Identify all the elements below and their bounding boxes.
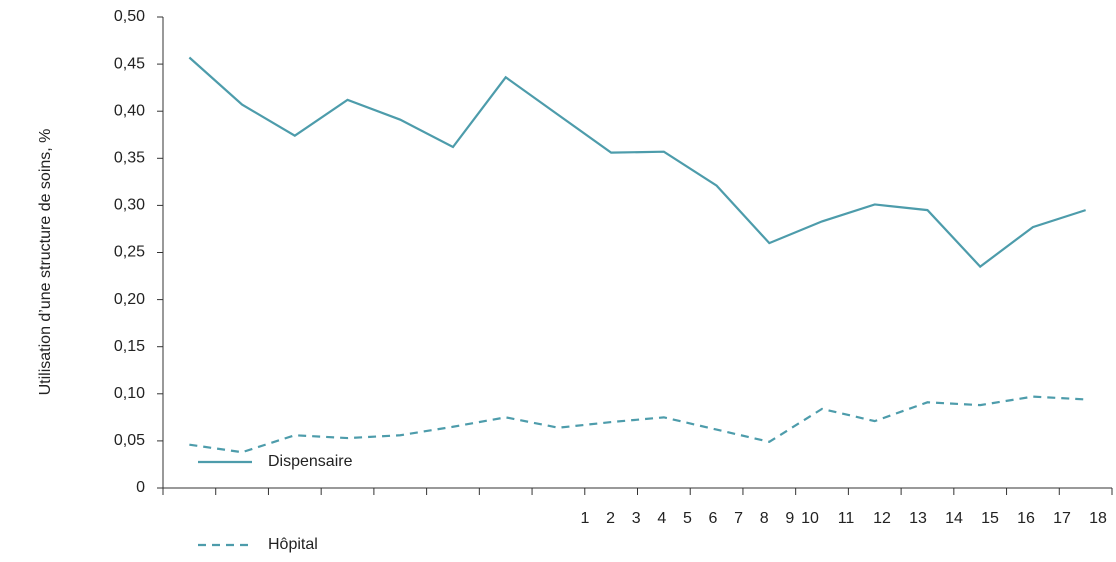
y-tick-label: 0: [136, 479, 145, 496]
x-tick-label: 1: [581, 510, 590, 527]
y-tick-label: 0,05: [114, 432, 145, 449]
y-tick-label: 0,10: [114, 385, 145, 402]
x-tick-label: 13: [909, 510, 927, 527]
y-axis-label: Utilisation d’une structure de soins, %: [37, 129, 54, 396]
x-tick-label: 18: [1089, 510, 1107, 527]
x-tick-label: 2: [606, 510, 615, 527]
y-tick-label: 0,50: [114, 8, 145, 25]
y-tick-label: 0,40: [114, 102, 145, 119]
y-tick-label: 0,15: [114, 338, 145, 355]
x-tick-label: 8: [760, 510, 769, 527]
legend-label: Hôpital: [268, 536, 318, 553]
x-tick-label: 11: [838, 510, 855, 527]
y-tick-label: 0,25: [114, 244, 145, 261]
legend-label: Dispensaire: [268, 453, 353, 470]
x-tick-label: 4: [657, 510, 666, 527]
x-tick-label: 10: [801, 510, 819, 527]
x-tick-label: 7: [734, 510, 743, 527]
x-tick-label: 12: [873, 510, 891, 527]
x-tick-label: 14: [945, 510, 963, 527]
y-tick-label: 0,45: [114, 55, 145, 72]
x-tick-label: 9: [785, 510, 794, 527]
x-tick-label: 17: [1053, 510, 1071, 527]
x-tick-label: 15: [981, 510, 999, 527]
series-line: [189, 395, 1086, 454]
x-tick-label: 5: [683, 510, 692, 527]
x-tick-label: 3: [632, 510, 641, 527]
x-tick-label: 16: [1017, 510, 1035, 527]
y-tick-label: 0,35: [114, 150, 145, 167]
x-tick-label: 6: [709, 510, 718, 527]
y-tick-label: 0,30: [114, 197, 145, 214]
y-tick-label: 0,20: [114, 291, 145, 308]
series-line: [188, 56, 1086, 269]
